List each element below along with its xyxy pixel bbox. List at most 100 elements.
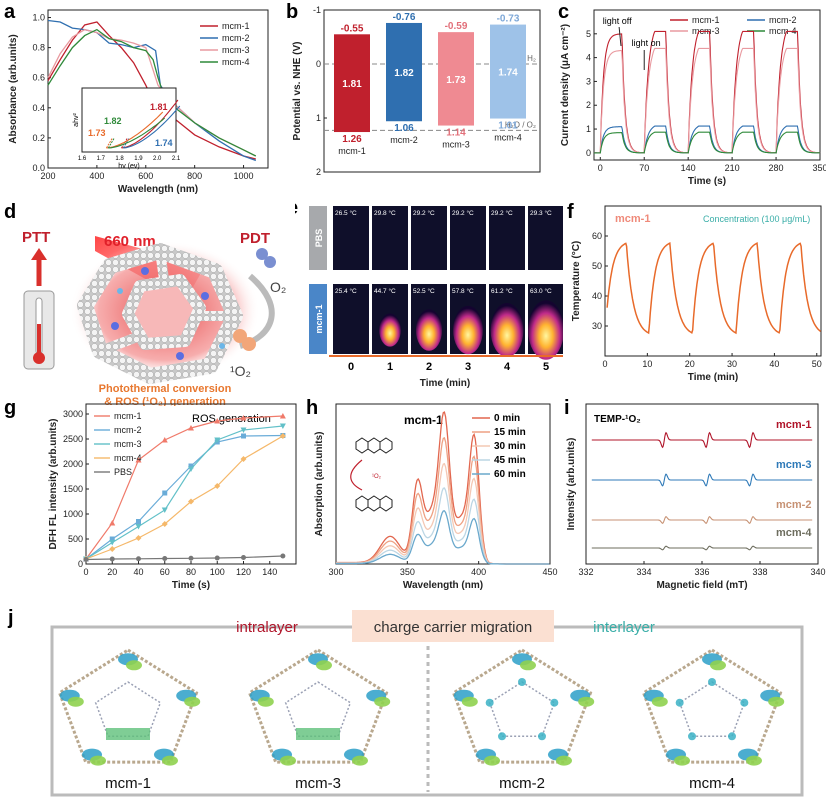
j-outer-ring (247, 648, 389, 764)
f-xtick-label: 0 (602, 359, 607, 369)
absorbance-chart: a 200 400 600 800 1000 0.0 0.2 0.4 0.6 0.8 1.0 Wave… (4, 1, 269, 195)
c-xtick-label: 210 (725, 163, 740, 173)
i-series-label: mcm-2 (776, 499, 811, 511)
h-xlabel: Wavelength (nm) (403, 580, 483, 591)
e-time-tick: 3 (465, 361, 471, 373)
a-inset-xtick: 2.1 (172, 156, 181, 162)
j-localized-lobe (296, 728, 340, 740)
j-hole-lobe (90, 755, 107, 766)
panel-f: f 0 10 20 30 40 50 30 40 50 60 Time (min) Temperatu… (563, 196, 826, 396)
j-hole-lobe (745, 755, 762, 766)
i-xtick-label: 332 (578, 567, 593, 577)
e-mcm-temp: 52.5 °C (413, 287, 435, 295)
panel-label-e: e (295, 197, 298, 219)
a-inset-xtick: 1.6 (78, 156, 87, 162)
g-marker (241, 433, 246, 439)
g-marker (279, 423, 286, 429)
e-time-tick: 4 (504, 361, 511, 373)
j-hole-lobe (651, 696, 668, 707)
i-series-label: mcm-3 (776, 459, 811, 471)
f-series-mcm-1 (606, 242, 822, 335)
g-marker (161, 521, 168, 527)
g-ytick-label: 1500 (63, 484, 83, 494)
pdt-label: PDT (240, 230, 270, 247)
b-ytick-label: 1 (316, 113, 321, 123)
g-xlabel: Time (s) (172, 580, 210, 591)
c-annotation-arrow (618, 26, 622, 47)
e-hotspot (453, 305, 483, 355)
b-band-bar (386, 22, 422, 122)
g-ytick-label: 3000 (63, 409, 83, 419)
f-ylabel: Temperature (°C) (571, 241, 582, 322)
f-xtick-label: 10 (642, 359, 652, 369)
f-ytick-label: 40 (592, 291, 602, 301)
g-marker (280, 553, 286, 559)
j-hole-lobe (710, 660, 726, 671)
g-marker (136, 519, 141, 524)
g-marker (214, 437, 221, 443)
h-legend-label: 30 min (494, 441, 526, 452)
j-hole-lobe (184, 696, 201, 707)
g-marker (188, 463, 194, 469)
e-mcm-temp: 61.2 °C (491, 287, 513, 295)
g-xtick-label: 20 (107, 567, 117, 577)
b-band-bar (334, 34, 370, 133)
e-mcm-cell (333, 284, 369, 354)
j-structure-label: mcm-2 (499, 775, 545, 792)
g-xtick-label: 80 (186, 567, 196, 577)
g-marker (240, 456, 247, 462)
c-plot-frame (593, 9, 821, 161)
c-xtick-label: 280 (769, 163, 784, 173)
title-box (352, 610, 554, 642)
h-plot-frame (335, 403, 551, 565)
b-vb-label: 1.14 (446, 128, 466, 139)
g-xtick-label: 40 (133, 567, 143, 577)
e-mcm-temp: 63.0 °C (530, 287, 552, 295)
ptt-arrow-head (31, 248, 47, 260)
o2-label: O₂ (270, 279, 286, 295)
h-xtick-label: 300 (328, 567, 343, 577)
c-xlabel: Time (s) (688, 176, 726, 187)
dpa-absorption-chart: h 300 350 400 450 Wavelength (nm) Absorption … (306, 397, 558, 591)
c-ytick-label: 4 (586, 53, 591, 63)
j-structure-mcm-3 (247, 648, 391, 766)
e-time-tick: 0 (348, 361, 354, 373)
j-interlayer-lobe (675, 698, 684, 707)
panel-i: i 332 334 336 338 340 Magnetic field (mT) Inte… (562, 392, 826, 602)
g-ylabel: DFH FL intensity (arb.units) (48, 419, 59, 550)
a-xtick-label: 400 (89, 171, 104, 181)
panel-a: a 200 400 600 800 1000 0.0 0.2 0.4 0.6 0.8 1.0 Wave… (0, 0, 275, 200)
g-marker (162, 556, 168, 561)
c-series-mcm-4 (594, 131, 821, 154)
h-ring (367, 437, 381, 454)
singlet-oxygen-icon (233, 329, 247, 343)
g-marker (188, 466, 194, 472)
a-series-mcm-4 (47, 28, 257, 157)
charge-migration-figure: j charge carrier migration intralayer in… (7, 607, 804, 797)
a-xtick-label: 1000 (234, 171, 254, 181)
a-inset-bandgap-label: 1.81 (150, 102, 168, 112)
i-xtick-label: 338 (752, 567, 767, 577)
a-ytick-label: 0.8 (32, 43, 45, 53)
b-ref-label: H₂O / O₂ (505, 120, 536, 129)
e-hotspot (415, 309, 443, 351)
a-inset-frame (81, 87, 177, 153)
intralayer-label: intralayer (236, 619, 298, 636)
e-pbs-temp: 29.3 °C (530, 209, 552, 217)
g-series-mcm-4 (85, 435, 284, 560)
a-plot-frame (47, 9, 269, 169)
ptt-pdt-illustration: d 660 nm PTT PDT O₂ ¹O₂ Pho (4, 201, 286, 408)
j-hole-lobe (280, 755, 297, 766)
j-hole-lobe (555, 755, 572, 766)
j-hole-lobe (768, 696, 785, 707)
g-legend-label: mcm-2 (114, 425, 142, 435)
b-vb-label: 1.26 (342, 134, 362, 145)
b-vb-label: 1.06 (394, 123, 414, 134)
e-mcm-temp: 57.8 °C (452, 287, 474, 295)
a-legend-label: mcm-2 (222, 33, 250, 43)
e-hotspot (379, 313, 401, 347)
j-hole-lobe (578, 696, 595, 707)
j-interlayer-lobe (740, 698, 749, 707)
